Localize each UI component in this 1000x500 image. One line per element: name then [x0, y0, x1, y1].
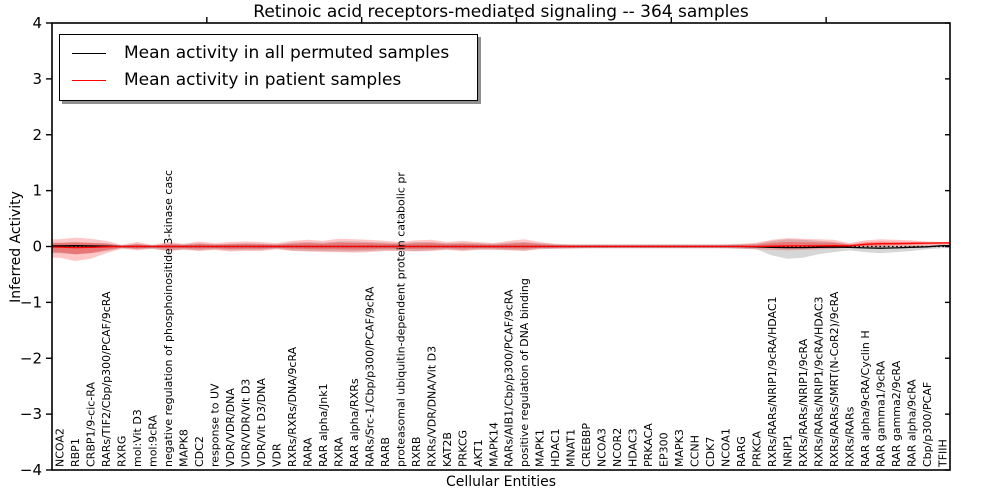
x-tick-label: CDK7 — [704, 437, 717, 467]
x-tick-label: NRIP1 — [781, 434, 794, 467]
x-tick-label: negative regulation of phosphoinositide … — [162, 170, 175, 467]
x-tick-label: mol:9cRA — [147, 415, 160, 467]
x-tick-label: positive regulation of DNA binding — [518, 278, 531, 467]
x-tick-label: TFIIH — [936, 439, 949, 468]
x-tick-label: VDR/VDR/Vit D3 — [240, 379, 253, 467]
x-tick-label: RARs/AIB1/Cbp/p300/PCAF/9cRA — [503, 289, 516, 467]
x-tick-label: RAR alpha/RXRs — [348, 378, 361, 467]
patient-line-swatch — [72, 80, 106, 81]
x-tick-label: VDR/VDR/DNA — [224, 388, 237, 467]
x-tick-label: mol:Vit D3 — [131, 409, 144, 467]
y-tick-label: −3 — [20, 405, 42, 423]
x-tick-label: KAT2B — [441, 432, 454, 467]
y-tick-label: 3 — [32, 70, 42, 88]
y-tick-label: 2 — [32, 126, 42, 144]
y-tick-label: 4 — [32, 14, 42, 32]
y-tick-label: −4 — [20, 461, 42, 479]
x-tick-label: RAR alpha/9cRA — [905, 379, 918, 467]
legend-label-permuted: Mean activity in all permuted samples — [124, 43, 450, 63]
x-tick-label: NCOA1 — [720, 428, 733, 467]
x-tick-label: RXRs/RXRs/DNA/9cRA — [286, 346, 299, 467]
y-tick-label: −2 — [20, 349, 42, 367]
x-tick-label: RARG — [735, 436, 748, 467]
x-tick-label: MAPK8 — [178, 429, 191, 467]
x-tick-label: RAR gamma1/9cRA — [874, 360, 887, 467]
x-tick-label: PRKCG — [456, 430, 469, 467]
x-tick-label: RARs/TIF2/Cbp/p300/PCAF/9cRA — [100, 291, 113, 467]
x-tick-label: RXRs/RARs/NRIP1/9cRA/HDAC1 — [766, 296, 779, 467]
legend-label-patient: Mean activity in patient samples — [124, 70, 402, 90]
permuted-spread-band — [52, 239, 950, 259]
y-tick-label: 1 — [32, 182, 42, 200]
x-tick-label: RAR gamma2/9cRA — [890, 360, 903, 467]
x-tick-label: RARB — [379, 437, 392, 467]
x-tick-label: RAR alpha/9cRA/Cyclin H — [859, 330, 872, 467]
x-tick-label: RBP1 — [69, 438, 82, 467]
x-axis-label: Cellular Entities — [445, 474, 557, 490]
x-tick-label: VDR — [271, 443, 284, 467]
x-tick-label: RXRs/RARs — [843, 406, 856, 467]
legend-item-patient: Mean activity in patient samples — [72, 67, 449, 94]
x-tick-label: RXRA — [332, 437, 345, 467]
x-tick-label: NCOA3 — [596, 428, 609, 467]
permuted-line-swatch — [72, 53, 106, 54]
x-tick-label: RAR alpha/Jnk1 — [317, 383, 330, 467]
x-tick-label: RXRG — [116, 436, 129, 467]
x-tick-label: RXRB — [410, 437, 423, 467]
x-tick-label: MNAT1 — [565, 429, 578, 467]
x-tick-label: RARs/Src-1/Cbp/p300/PCAF/9cRA — [363, 286, 376, 467]
x-tick-label: Cbp/p300/PCAF — [921, 382, 934, 467]
y-tick-label: −1 — [20, 293, 42, 311]
x-tick-label: RXRs/RARs/NRIP1/9cRA — [797, 338, 810, 467]
x-tick-label: response to UV — [209, 383, 222, 467]
x-tick-label: VDR/Vit D3/DNA — [255, 378, 268, 467]
x-tick-label: HDAC1 — [549, 428, 562, 467]
x-tick-label: PRKACA — [642, 423, 655, 467]
x-tick-label: NCOR2 — [611, 428, 624, 467]
x-tick-label: RXRs/VDR/DNA/Vit D3 — [425, 346, 438, 467]
x-tick-label: HDAC3 — [627, 428, 640, 467]
x-tick-label: RARA — [301, 437, 314, 467]
legend-item-permuted: Mean activity in all permuted samples — [72, 40, 449, 67]
x-tick-label: CREBBP — [580, 423, 593, 467]
patient-mean-line — [52, 242, 950, 249]
x-tick-label: proteasomal ubiquitin-dependent protein … — [394, 172, 407, 467]
x-tick-label: RXRs/RARs/SMRT(N-CoR2)/9cRA — [828, 291, 841, 467]
x-tick-label: MAPK1 — [534, 429, 547, 467]
x-tick-label: MAPK14 — [487, 422, 500, 467]
x-tick-label: PRKCA — [750, 430, 763, 467]
patient-spread-band — [52, 237, 950, 261]
x-tick-label: MAPK3 — [673, 429, 686, 467]
x-tick-label: AKT1 — [472, 439, 485, 467]
chart-title: Retinoic acid receptors-mediated signali… — [253, 2, 749, 22]
y-axis-label: Inferred Activity — [8, 191, 24, 303]
patient-spread-band-core — [52, 241, 950, 255]
x-tick-label: CRBP1/9-cic-RA — [85, 382, 98, 467]
legend: Mean activity in all permuted samples Me… — [59, 34, 479, 101]
x-tick-label: RXRs/RARs/NRIP1/9cRA/HDAC3 — [812, 296, 825, 467]
x-tick-label: NCOA2 — [54, 428, 67, 467]
x-tick-label: EP300 — [658, 432, 671, 467]
x-tick-label: CDC2 — [193, 436, 206, 467]
y-tick-label: 0 — [32, 238, 42, 256]
x-tick-label: CCNH — [689, 435, 702, 467]
